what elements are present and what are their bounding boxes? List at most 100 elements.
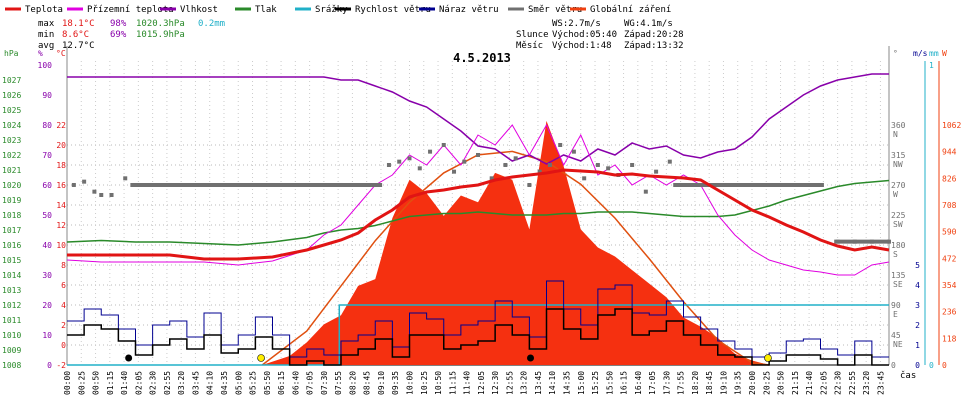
legend-label: Teplota bbox=[25, 5, 63, 15]
celsius-tick-label: 4 bbox=[61, 301, 66, 310]
x-tick-label: 17:55 bbox=[677, 371, 686, 395]
wind-sun-moon-info: WS:2.7m/s WG:4.1m/s Slunce Východ:05:40 … bbox=[516, 19, 684, 51]
wind-direction-point bbox=[513, 156, 518, 161]
hpa-tick-label: 1021 bbox=[2, 166, 21, 175]
celsius-tick-label: 0 bbox=[61, 341, 66, 350]
max-rain: 0.2mm bbox=[198, 19, 225, 29]
hpa-tick-label: 1010 bbox=[2, 331, 21, 340]
x-tick-label: 03:20 bbox=[177, 371, 186, 395]
ms-tick-label: 4 bbox=[915, 281, 920, 290]
humidity-line bbox=[67, 73, 889, 165]
percent-tick-label: 70 bbox=[42, 151, 52, 160]
legend-label: Přízemní teplota bbox=[87, 5, 174, 15]
chart-legend: Teplota Přízemní teplota Vlhkost Tlak Srážky… bbox=[5, 5, 671, 15]
x-tick-label: 07:05 bbox=[306, 371, 315, 395]
max-pressure: 1020.3hPa bbox=[136, 19, 185, 29]
wind-gust-line bbox=[67, 280, 889, 358]
direction-tick-label: 135 bbox=[891, 271, 906, 280]
wind-speed-line bbox=[67, 308, 889, 366]
legend-label: Rychlost větru bbox=[355, 5, 431, 15]
ms-tick-label: 5 bbox=[915, 261, 920, 270]
ms-tick-label: 2 bbox=[915, 321, 920, 330]
hpa-tick-label: 1012 bbox=[2, 301, 21, 310]
x-tick-label: 12:05 bbox=[477, 371, 486, 395]
legend-label: Vlhkost bbox=[180, 5, 218, 15]
wind-direction-point bbox=[92, 189, 97, 194]
x-tick-label: 05:25 bbox=[249, 371, 258, 395]
sun-label: Slunce bbox=[516, 30, 549, 40]
hpa-tick-label: 1027 bbox=[2, 76, 21, 85]
hpa-tick-label: 1024 bbox=[2, 121, 21, 130]
x-tick-label: 21:40 bbox=[805, 371, 814, 395]
x-tick-label: 02:05 bbox=[134, 371, 143, 395]
wind-direction-point bbox=[407, 156, 412, 161]
x-tick-label: 02:30 bbox=[149, 371, 158, 395]
x-tick-label: 18:20 bbox=[691, 371, 700, 395]
percent-tick-label: 80 bbox=[42, 121, 52, 130]
wind-direction-point bbox=[428, 149, 433, 154]
direction-tick-label: 360 bbox=[891, 121, 906, 130]
wm2-tick-label: 1062 bbox=[942, 121, 961, 130]
wind-direction-point bbox=[82, 179, 87, 184]
direction-tick-label: N bbox=[893, 130, 898, 139]
wind-direction-point bbox=[109, 192, 114, 197]
wind-direction-point bbox=[452, 169, 457, 174]
x-tick-label: 10:50 bbox=[434, 371, 443, 395]
ms-tick-label: 1 bbox=[915, 341, 920, 350]
max-temp: 18.1°C bbox=[62, 19, 95, 29]
pressure-line bbox=[66, 179, 890, 246]
wind-speed-avg: WS:2.7m/s bbox=[552, 19, 601, 29]
x-tick-label: 13:45 bbox=[534, 371, 543, 395]
celsius-tick-label: 8 bbox=[61, 261, 66, 270]
hpa-tick-label: 1008 bbox=[2, 361, 21, 370]
direction-tick-label: 90 bbox=[891, 301, 901, 310]
hpa-tick-label: 1015 bbox=[2, 256, 21, 265]
x-tick-label: 23:45 bbox=[876, 371, 885, 395]
percent-tick-label: 40 bbox=[42, 241, 52, 250]
chart-title: 4.5.2013 bbox=[453, 51, 511, 65]
moon-label: Měsíc bbox=[516, 41, 543, 51]
wm2-tick-label: 0 bbox=[942, 361, 947, 370]
wind-direction-point bbox=[537, 169, 542, 174]
sunrise-time: Východ:05:40 bbox=[552, 30, 617, 40]
sunset-time: Západ:20:28 bbox=[624, 30, 684, 40]
wind-direction-point bbox=[462, 159, 467, 164]
x-tick-label: 10:00 bbox=[406, 371, 415, 395]
x-tick-label: 08:45 bbox=[363, 371, 372, 395]
avg-temp: 12.7°C bbox=[62, 41, 95, 51]
wm2-tick-label: 944 bbox=[942, 148, 957, 157]
celsius-tick-label: 12 bbox=[56, 221, 66, 230]
percent-tick-label: 100 bbox=[38, 61, 53, 70]
celsius-tick-label: -2 bbox=[56, 361, 66, 370]
moonset-time: Západ:13:32 bbox=[624, 41, 684, 51]
hpa-tick-label: 1026 bbox=[2, 91, 21, 100]
x-tick-label: 20:25 bbox=[762, 371, 771, 395]
percent-tick-label: 50 bbox=[42, 211, 52, 220]
x-tick-label: 07:30 bbox=[320, 371, 329, 395]
min-pressure: 1015.9hPa bbox=[136, 30, 185, 40]
x-tick-label: 23:20 bbox=[862, 371, 871, 395]
direction-tick-label: 0 bbox=[891, 361, 896, 370]
wind-direction-point bbox=[476, 152, 480, 157]
sunset-marker bbox=[764, 354, 772, 362]
min-humidity: 69% bbox=[110, 30, 127, 40]
percent-tick-label: 10 bbox=[42, 331, 52, 340]
wind-direction-point bbox=[417, 166, 422, 171]
direction-tick-label: E bbox=[893, 310, 898, 319]
wind-direction-point bbox=[547, 162, 552, 167]
x-tick-label: 21:15 bbox=[791, 371, 800, 395]
legend-label: Směr větru bbox=[528, 5, 582, 15]
wind-direction-point bbox=[558, 142, 563, 147]
x-tick-label: 17:05 bbox=[648, 371, 657, 395]
direction-tick-label: SW bbox=[893, 220, 903, 229]
hpa-tick-label: 1025 bbox=[2, 106, 21, 115]
wind-direction-point bbox=[503, 162, 508, 167]
min-label: min bbox=[38, 30, 54, 40]
percent-tick-label: 20 bbox=[42, 301, 52, 310]
x-tick-label: 16:40 bbox=[634, 371, 643, 395]
hpa-tick-label: 1014 bbox=[2, 271, 21, 280]
mm-tick-label: 0 bbox=[929, 361, 934, 370]
wind-direction-point bbox=[667, 159, 672, 164]
moonrise-time: Východ:1:48 bbox=[552, 41, 612, 51]
celsius-axis-title: °C bbox=[56, 49, 66, 58]
